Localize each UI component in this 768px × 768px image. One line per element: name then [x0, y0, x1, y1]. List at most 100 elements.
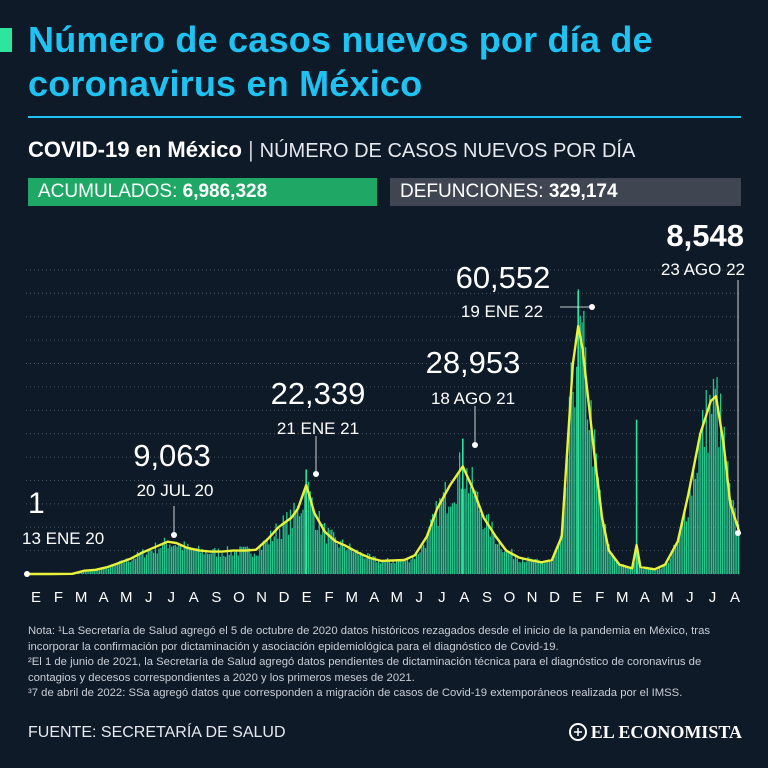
daily-cases-bar	[480, 514, 482, 574]
daily-cases-bar	[207, 553, 209, 574]
daily-cases-bar	[297, 506, 299, 574]
daily-cases-bar	[324, 522, 326, 574]
chart-subtitle: COVID-19 en México | NÚMERO DE CASOS NUEVO…	[28, 136, 635, 165]
daily-cases-bar	[698, 439, 700, 574]
daily-cases-bar	[253, 553, 256, 574]
daily-cases-bar	[651, 567, 653, 574]
daily-cases-bar	[421, 543, 423, 574]
daily-cases-bar	[655, 570, 657, 574]
daily-cases-bar	[725, 467, 727, 574]
daily-cases-bar	[628, 566, 630, 574]
daily-cases-bar	[273, 536, 275, 574]
daily-cases-bar	[549, 561, 551, 574]
daily-cases-bar	[601, 510, 603, 574]
daily-cases-bar	[585, 347, 587, 574]
daily-cases-bar	[523, 562, 526, 574]
annotation-date: 19 ENE 22	[461, 302, 543, 321]
daily-cases-bar	[491, 521, 493, 574]
subtitle-country: COVID-19 en México	[28, 137, 242, 162]
daily-cases-bar	[486, 514, 488, 574]
peak-spike-bar	[461, 438, 464, 574]
daily-cases-bar	[469, 486, 472, 574]
daily-cases-bar	[95, 569, 97, 574]
daily-cases-bar	[527, 556, 529, 574]
daily-cases-bar	[428, 526, 430, 574]
annotation-dot	[24, 571, 30, 577]
daily-cases-bar	[541, 562, 544, 574]
daily-cases-bar	[693, 469, 695, 574]
x-tick-label: A	[730, 589, 740, 606]
annotation-dot	[171, 532, 177, 538]
daily-cases-bar	[307, 481, 310, 574]
daily-cases-bar	[100, 568, 103, 574]
daily-cases-bar	[630, 566, 632, 574]
daily-cases-bar	[644, 567, 646, 574]
daily-cases-bar	[198, 545, 200, 574]
page-title: Número de casos nuevos por día de corona…	[28, 19, 653, 104]
x-tick-label: M	[120, 589, 133, 606]
daily-cases-bar	[284, 520, 286, 574]
daily-cases-bar	[534, 559, 536, 574]
x-tick-label: S	[482, 589, 492, 606]
daily-cases-bar	[493, 533, 495, 574]
daily-cases-bar	[736, 531, 738, 574]
daily-cases-bar	[412, 556, 414, 574]
peak-spike-bar	[305, 469, 308, 574]
daily-cases-bar	[576, 366, 578, 574]
daily-cases-bar	[626, 567, 628, 574]
daily-cases-bar	[574, 407, 576, 574]
x-tick-label: O	[233, 589, 245, 606]
daily-cases-bar	[414, 558, 416, 574]
daily-cases-bar	[432, 513, 434, 574]
daily-cases-bar	[444, 481, 446, 574]
chart-grid	[26, 269, 740, 575]
daily-cases-bar	[331, 529, 333, 574]
daily-cases-bar	[525, 561, 527, 574]
daily-cases-bar	[615, 560, 617, 574]
annotation-value: 8,548	[666, 218, 744, 253]
daily-cases-bar	[675, 546, 677, 574]
daily-cases-bar	[606, 539, 608, 574]
title-accent-bar	[0, 28, 12, 52]
daily-cases-bar	[367, 553, 369, 574]
subtitle-metric: NÚMERO DE CASOS NUEVOS POR DÍA	[259, 140, 636, 162]
footnote-2: ²El 1 de junio de 2021, la Secretaría de…	[28, 656, 702, 684]
daily-cases-bar	[268, 544, 270, 574]
daily-cases-bar	[684, 512, 686, 574]
defunciones-badge: DEFUNCIONES: 329,174	[390, 178, 741, 206]
daily-cases-bar	[653, 568, 655, 574]
daily-cases-bar	[374, 556, 376, 574]
daily-cases-bar	[613, 558, 616, 574]
daily-cases-bar	[243, 546, 245, 574]
x-tick-label: M	[391, 589, 404, 606]
daily-cases-bar	[658, 567, 661, 574]
daily-cases-bar	[205, 550, 207, 574]
daily-cases-bar	[203, 554, 205, 574]
daily-cases-bar	[208, 554, 211, 574]
daily-cases-bar	[561, 531, 563, 574]
daily-cases-bar	[277, 538, 279, 574]
daily-cases-bar	[558, 543, 560, 574]
daily-cases-bar	[419, 552, 421, 574]
daily-cases-bar	[723, 426, 725, 574]
daily-cases-bar	[99, 570, 101, 574]
daily-cases-bar	[426, 533, 428, 574]
peak-spike-bar	[635, 419, 638, 574]
daily-cases-bar	[385, 559, 387, 574]
daily-cases-bar	[82, 570, 85, 574]
daily-cases-bar	[714, 388, 716, 574]
daily-cases-bar	[88, 570, 90, 574]
daily-cases-bar	[604, 524, 607, 574]
daily-cases-bar	[288, 534, 290, 574]
daily-cases-bar	[262, 540, 265, 574]
daily-cases-bar	[142, 549, 144, 574]
daily-cases-bar	[729, 483, 731, 574]
daily-cases-bar	[318, 511, 320, 574]
daily-cases-bar	[603, 525, 605, 574]
daily-cases-bar	[588, 430, 590, 574]
daily-cases-bar	[221, 553, 223, 574]
daily-cases-bar	[640, 567, 643, 574]
daily-cases-bar	[300, 513, 302, 574]
daily-cases-bar	[406, 557, 409, 574]
